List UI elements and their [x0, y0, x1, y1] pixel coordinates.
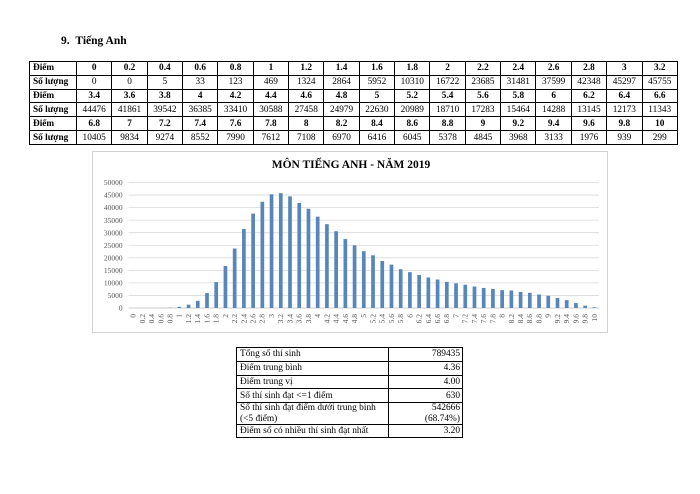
svg-text:1: 1: [175, 314, 184, 318]
svg-text:1.2: 1.2: [184, 314, 193, 324]
svg-text:4.4: 4.4: [332, 314, 341, 324]
svg-text:7.6: 7.6: [479, 314, 488, 324]
svg-text:4.2: 4.2: [322, 314, 331, 324]
svg-text:1.6: 1.6: [202, 314, 211, 324]
svg-text:8: 8: [498, 314, 507, 318]
svg-text:2.6: 2.6: [249, 314, 258, 324]
svg-text:45000: 45000: [104, 191, 123, 200]
svg-text:20000: 20000: [104, 253, 123, 262]
svg-text:4.8: 4.8: [350, 314, 359, 324]
svg-text:25000: 25000: [104, 241, 123, 250]
svg-text:10000: 10000: [104, 279, 123, 288]
svg-text:7.4: 7.4: [470, 314, 479, 324]
svg-text:7: 7: [451, 314, 460, 318]
svg-text:2.8: 2.8: [258, 314, 267, 324]
svg-text:3: 3: [267, 314, 276, 318]
svg-text:6.6: 6.6: [433, 314, 442, 324]
svg-text:0.2: 0.2: [138, 314, 147, 324]
svg-text:9: 9: [544, 314, 553, 318]
svg-text:1.8: 1.8: [212, 314, 221, 324]
svg-text:5.6: 5.6: [387, 314, 396, 324]
svg-text:0.6: 0.6: [156, 314, 165, 324]
svg-text:0.8: 0.8: [166, 314, 175, 324]
svg-text:9.6: 9.6: [571, 314, 580, 324]
svg-text:50000: 50000: [104, 178, 123, 187]
svg-text:0: 0: [119, 304, 123, 313]
svg-text:35000: 35000: [104, 216, 123, 225]
svg-text:5.8: 5.8: [396, 314, 405, 324]
svg-text:30000: 30000: [104, 228, 123, 237]
svg-text:1.4: 1.4: [193, 314, 202, 324]
svg-text:8.6: 8.6: [525, 314, 534, 324]
svg-text:2: 2: [221, 314, 230, 318]
svg-text:6: 6: [405, 314, 414, 318]
svg-text:6.8: 6.8: [442, 314, 451, 324]
svg-text:6.4: 6.4: [424, 314, 433, 324]
svg-text:15000: 15000: [104, 266, 123, 275]
svg-text:0.4: 0.4: [147, 314, 156, 324]
svg-text:7.2: 7.2: [461, 314, 470, 324]
svg-text:4.6: 4.6: [341, 314, 350, 324]
svg-text:3.2: 3.2: [276, 314, 285, 324]
svg-text:40000: 40000: [104, 203, 123, 212]
svg-text:5.2: 5.2: [368, 314, 377, 324]
svg-text:3.8: 3.8: [304, 314, 313, 324]
svg-text:8.2: 8.2: [507, 314, 516, 324]
svg-text:0: 0: [129, 314, 138, 318]
svg-text:5.4: 5.4: [378, 314, 387, 324]
svg-text:2.4: 2.4: [239, 314, 248, 324]
svg-text:5: 5: [359, 314, 368, 318]
svg-text:8.4: 8.4: [516, 314, 525, 324]
svg-text:5000: 5000: [108, 291, 123, 300]
svg-text:9.8: 9.8: [581, 314, 590, 324]
svg-text:9.4: 9.4: [562, 314, 571, 324]
svg-text:10: 10: [590, 314, 599, 322]
svg-text:3.4: 3.4: [285, 314, 294, 324]
svg-text:8.8: 8.8: [534, 314, 543, 324]
svg-text:3.6: 3.6: [295, 314, 304, 324]
svg-text:9.2: 9.2: [553, 314, 562, 324]
svg-text:2.2: 2.2: [230, 314, 239, 324]
svg-text:4: 4: [313, 314, 322, 318]
svg-text:6.2: 6.2: [415, 314, 424, 324]
svg-text:7.8: 7.8: [488, 314, 497, 324]
